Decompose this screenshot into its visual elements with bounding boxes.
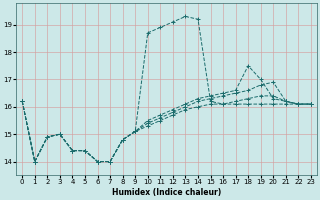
X-axis label: Humidex (Indice chaleur): Humidex (Indice chaleur) — [112, 188, 221, 197]
